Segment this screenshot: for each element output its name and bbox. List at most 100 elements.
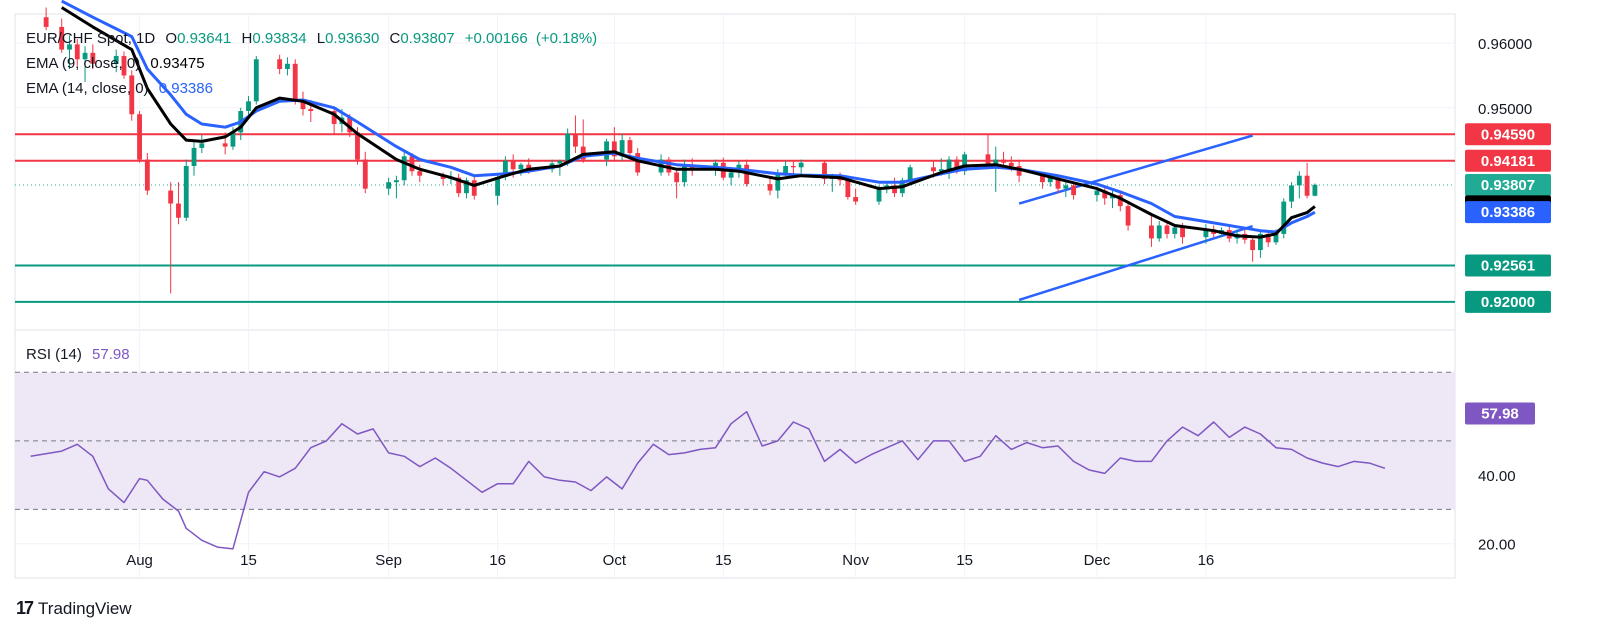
candle-body	[790, 166, 796, 168]
candle	[246, 96, 251, 116]
candle	[82, 46, 88, 82]
rsi-badge-label: 57.98	[1481, 405, 1519, 422]
candle-body	[1125, 206, 1131, 226]
candle	[1312, 183, 1318, 197]
candle	[611, 127, 617, 161]
candle-body	[246, 101, 251, 112]
candle-body	[744, 164, 750, 185]
candle-body	[386, 182, 392, 189]
candle-body	[526, 164, 532, 170]
candle	[767, 177, 773, 196]
candle-body	[1312, 184, 1318, 196]
chart-frame	[14, 13, 1456, 579]
price-badges: 0.945900.941810.938070.934750.933860.925…	[1465, 123, 1551, 425]
candle-body	[1102, 190, 1108, 199]
low-label: L	[317, 30, 325, 47]
candle-body	[822, 162, 827, 179]
candle	[822, 160, 827, 185]
candle-body	[471, 180, 477, 196]
y-axis: 0.96000 0.95000 40.00 20.00	[1478, 36, 1532, 554]
candle-body	[1001, 159, 1006, 163]
candle	[464, 177, 469, 199]
candle-body	[518, 164, 524, 170]
candle-body	[1164, 225, 1170, 234]
candle	[129, 70, 135, 121]
candle-body	[121, 56, 127, 76]
candle	[183, 159, 189, 221]
candle-body	[573, 133, 578, 147]
open-label: O	[165, 30, 177, 47]
candle-body	[456, 177, 462, 194]
candle-body	[1117, 195, 1123, 207]
candle	[191, 141, 197, 176]
candle	[59, 18, 65, 53]
candle	[113, 49, 119, 73]
price-badge: 0.92000	[1465, 290, 1551, 313]
candle-body	[331, 111, 337, 124]
candle-body	[674, 172, 680, 183]
candle-body	[191, 147, 197, 166]
candle-body	[67, 44, 72, 50]
x-tick-label: 16	[1198, 552, 1215, 569]
open-value: 0.93641	[177, 30, 231, 47]
timeframe: 1D	[136, 30, 155, 47]
candle-body	[90, 52, 96, 64]
x-tick-label: 16	[489, 552, 506, 569]
candle	[1125, 201, 1131, 231]
candle	[1250, 237, 1256, 262]
price-badge-label: 0.93386	[1481, 204, 1535, 221]
price-badge-bg	[1465, 290, 1551, 313]
candle	[471, 176, 477, 200]
legend-rsi: RSI (14) 57.98	[26, 346, 130, 363]
candle	[1203, 224, 1209, 244]
candle	[285, 57, 290, 76]
candle	[1281, 198, 1287, 239]
candle-body	[962, 154, 968, 172]
legend-ema14: EMA (14, close, 0) 0.93386	[26, 80, 213, 97]
ema9-label: EMA (9, close, 0)	[26, 55, 140, 72]
price-badge: 0.93807	[1465, 173, 1551, 196]
candle-body	[1172, 227, 1178, 234]
candle-body	[1296, 175, 1302, 186]
rsi-tick-label: 20.00	[1478, 537, 1516, 554]
candle	[401, 151, 407, 186]
candle-body	[113, 56, 119, 64]
ema14-label: EMA (14, close, 0)	[26, 80, 149, 97]
candle-body	[938, 169, 944, 172]
ema-layer	[60, 0, 1316, 239]
price-badge: 0.92561	[1465, 254, 1551, 277]
y-tick-label: 0.96000	[1478, 36, 1532, 53]
candle	[1289, 182, 1294, 209]
candle-body	[253, 59, 259, 102]
price-badge-label: 0.93807	[1481, 177, 1535, 194]
x-tick-label: Dec	[1084, 552, 1111, 569]
brand[interactable]: 17 TradingView	[16, 598, 132, 619]
candle-body	[728, 172, 734, 178]
high-value: 0.93834	[252, 30, 306, 47]
low-value: 0.93630	[325, 30, 379, 47]
candle	[1016, 159, 1022, 183]
candle-body	[277, 59, 283, 69]
candle-body	[892, 185, 897, 194]
symbol-name: EUR/CHF Spot	[26, 30, 129, 47]
candle	[90, 44, 96, 69]
candle-body	[1071, 185, 1077, 196]
candle-body	[510, 160, 516, 170]
candle	[121, 51, 127, 79]
y-tick-label: 0.95000	[1478, 101, 1532, 118]
candle-body	[401, 156, 407, 181]
candle-body	[393, 180, 399, 183]
candle	[1117, 191, 1123, 212]
change-value: +0.00166	[465, 30, 528, 47]
candle-body	[347, 117, 353, 133]
price-badge-label: 0.94181	[1481, 153, 1535, 170]
candle-body	[1257, 233, 1263, 251]
candle	[946, 156, 952, 179]
candle-body	[1110, 195, 1115, 199]
candle-body	[176, 203, 181, 218]
price-badge-label: 0.94590	[1481, 126, 1535, 143]
candle-body	[1203, 229, 1209, 238]
candle-body	[1281, 201, 1287, 234]
candle-body	[845, 180, 851, 198]
